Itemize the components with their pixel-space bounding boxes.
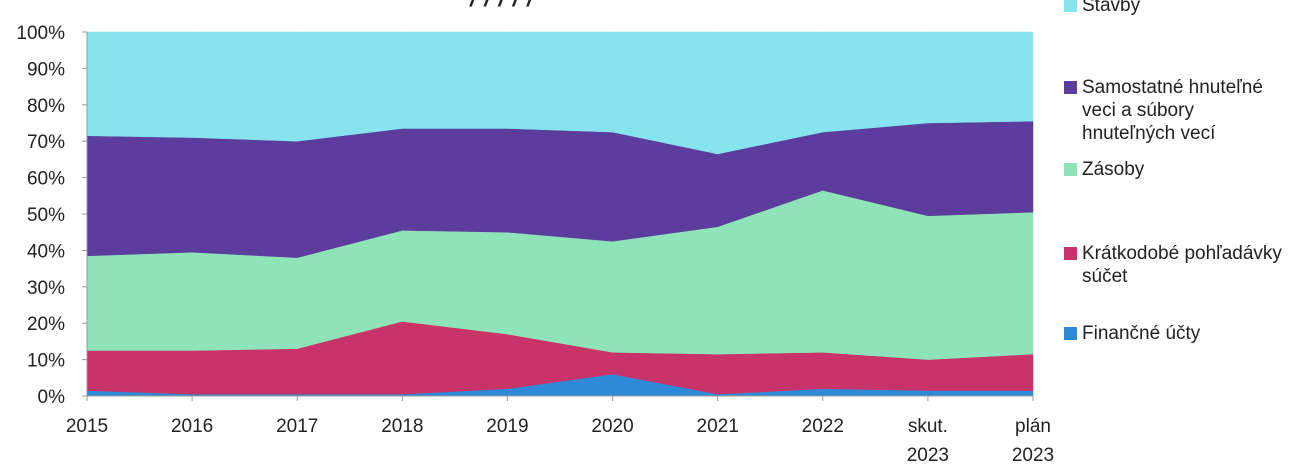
legend-swatch-pohladavky [1064, 247, 1077, 260]
legend-item-hnutelne-veci: Samostatné hnuteľné veci a súbory hnuteľ… [1064, 76, 1282, 145]
x-tick-label: 2015 [66, 416, 108, 437]
x-tick-label: plán 2023 [1012, 416, 1054, 464]
legend-label-stavby: Stavby [1082, 0, 1141, 16]
y-tick-label: 40% [27, 241, 65, 262]
y-tick-label: 30% [27, 278, 65, 299]
x-tick-labels: 2015 2016 2017 2018 2019 2020 2021 2022 skut. 202… [66, 396, 1054, 464]
area-series-group [86, 31, 1034, 397]
legend-label-zasoby: Zásoby [1082, 159, 1145, 180]
legend-label-hnutelne-veci: Samostatné hnuteľné veci a súbory hnuteľ… [1082, 77, 1263, 144]
legend-item-pohladavky: Krátkodobé pohľadávky súčet [1064, 242, 1282, 288]
y-tick-label: 0% [38, 387, 66, 408]
x-tick-label: 2022 [802, 416, 844, 437]
stacked-area-chart: 0%10%20%30%40%50%60%70%80%90%100% 2015 20… [16, 23, 1054, 464]
x-tick-label: 2016 [171, 416, 213, 437]
legend-item-zasoby: Zásoby [1064, 158, 1282, 181]
legend-swatch-hnutelne-veci [1064, 81, 1077, 94]
x-tick-label: 2018 [381, 416, 423, 437]
y-tick-labels: 0% 10% 20% 30% 40% 50% 60% 70% 80% 90% 100% [16, 23, 87, 408]
y-tick-label: 70% [27, 132, 65, 153]
y-tick-label: 50% [27, 205, 65, 226]
y-tick-label: 90% [27, 59, 65, 80]
legend-swatch-financne-ucty [1064, 327, 1077, 340]
y-tick-label: 10% [27, 351, 65, 372]
x-tick-label: 2020 [591, 416, 633, 437]
legend-swatch-zasoby [1064, 163, 1077, 176]
legend-item-financne-ucty: Finančné účty [1064, 322, 1282, 345]
legend-item-stavby: Stavby [1064, 0, 1282, 17]
y-tick-label: 60% [27, 169, 65, 190]
x-tick-label: 2017 [276, 416, 318, 437]
x-tick-label: 2019 [486, 416, 528, 437]
y-tick-label: 20% [27, 314, 65, 335]
y-tick-label: 100% [16, 23, 65, 44]
x-tick-label: 2021 [697, 416, 739, 437]
legend-label-financne-ucty: Finančné účty [1082, 323, 1201, 344]
legend-swatch-stavby [1064, 0, 1077, 12]
chart-title-fragment: / / / / / [470, 0, 534, 12]
legend-label-pohladavky: Krátkodobé pohľadávky súčet [1082, 243, 1282, 287]
x-tick-label: skut. 2023 [907, 416, 949, 464]
area-series-4 [86, 31, 1034, 155]
y-tick-label: 80% [27, 96, 65, 117]
